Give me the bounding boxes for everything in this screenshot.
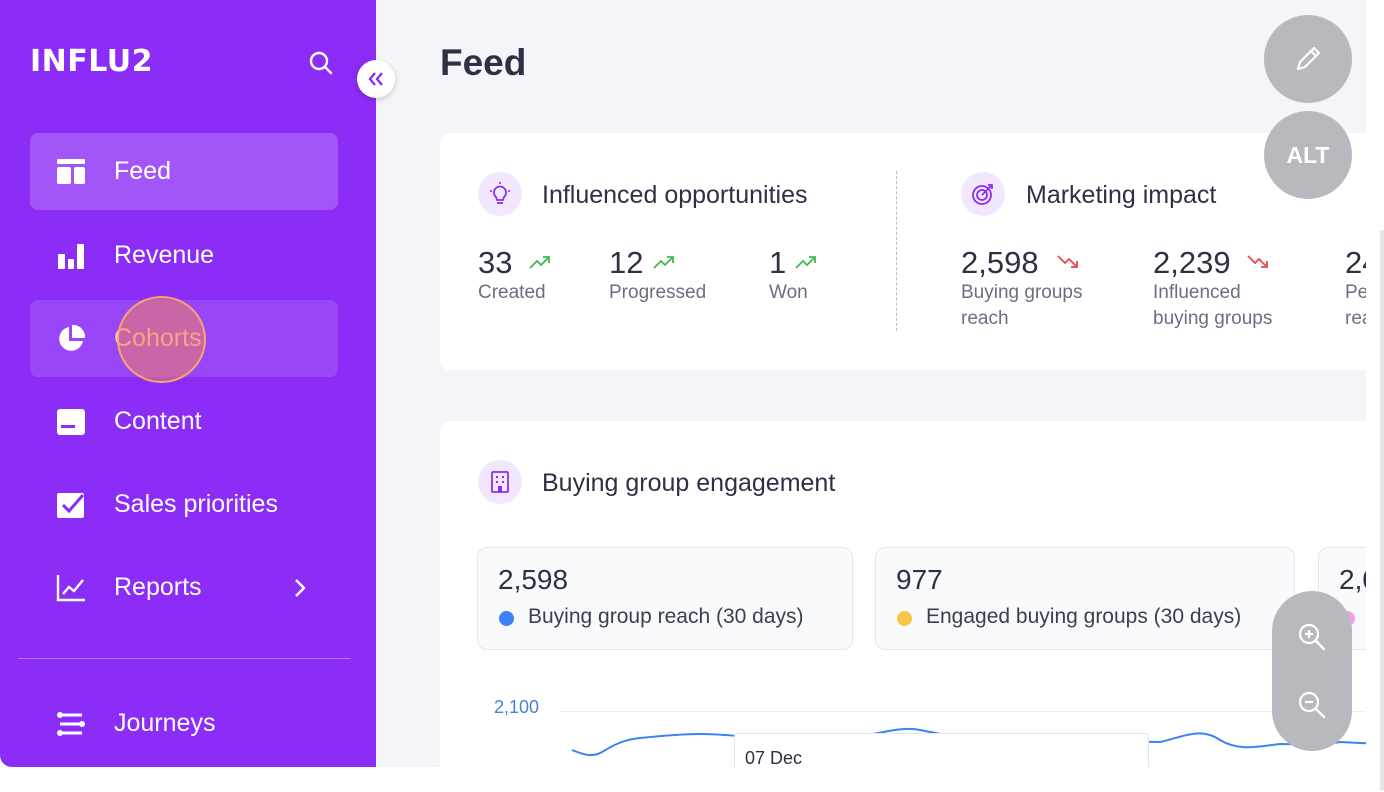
tooltip-date: 07 Dec <box>745 748 803 767</box>
sidebar-item-label: Journeys <box>114 709 216 737</box>
lightbulb-icon <box>478 172 522 216</box>
summary-card: Influenced opportunities 33 Created 12 P… <box>440 133 1366 370</box>
zoom-controls <box>1272 591 1352 751</box>
stat-influenced-bg-value: 2,239 <box>1153 245 1231 280</box>
trend-down-icon <box>1247 255 1268 268</box>
collapse-sidebar-button[interactable] <box>357 60 395 98</box>
stat-influenced-bg-label-2: buying groups <box>1153 308 1273 329</box>
main-content: Feed Influenced opportunities 33 Created… <box>376 0 1366 767</box>
sidebar-item-content[interactable]: Content <box>30 383 338 460</box>
metric-reach-value: 2,598 <box>498 564 569 595</box>
trend-up-icon <box>795 256 816 269</box>
sidebar-item-label: Sales priorities <box>114 490 278 518</box>
line-chart-icon <box>56 575 85 602</box>
metric-third-value: 2,0 <box>1339 564 1366 595</box>
sidebar-item-revenue[interactable]: Revenue <box>30 217 338 294</box>
engagement-title: Buying group engagement <box>542 469 836 497</box>
legend-dot <box>897 611 912 626</box>
stat-third-label-2: rea <box>1345 308 1366 329</box>
marketing-title: Marketing impact <box>1026 181 1217 209</box>
double-chevron-left-icon <box>368 72 383 86</box>
card-divider <box>896 171 897 331</box>
influenced-title: Influenced opportunities <box>542 181 808 209</box>
trend-down-icon <box>1057 255 1078 268</box>
content-icon <box>57 409 85 435</box>
metric-engaged-value: 977 <box>896 564 943 595</box>
metric-engaged[interactable]: 977 Engaged buying groups (30 days) <box>875 547 1295 650</box>
stat-bg-reach-value: 2,598 <box>961 245 1039 280</box>
sidebar-item-feed[interactable]: Feed <box>30 133 338 210</box>
bar-chart-icon <box>58 244 84 269</box>
sidebar-item-cohorts[interactable]: Cohorts <box>30 300 338 377</box>
search-icon[interactable] <box>306 48 336 78</box>
building-icon <box>478 460 522 504</box>
stat-created-label: Created <box>478 282 546 303</box>
engagement-card: Buying group engagement 2,598 Buying gro… <box>440 421 1366 767</box>
y-axis-tick: 2,100 <box>494 697 540 717</box>
alt-button[interactable]: ALT <box>1264 111 1352 199</box>
app-window: INFLU2 Feed Revenue <box>0 0 1366 767</box>
sidebar-item-label: Cohorts <box>114 324 202 352</box>
sidebar-item-sales-priorities[interactable]: Sales priorities <box>30 466 338 543</box>
trend-up-icon <box>653 256 674 269</box>
zoom-out-icon[interactable] <box>1296 689 1328 721</box>
metric-engaged-label: Engaged buying groups (30 days) <box>926 605 1242 628</box>
metric-reach[interactable]: 2,598 Buying group reach (30 days) <box>477 547 853 650</box>
sidebar-divider <box>18 658 351 659</box>
stat-progressed-label: Progressed <box>609 282 707 303</box>
page-scrollbar[interactable] <box>1380 230 1384 790</box>
stat-progressed-value: 12 <box>609 245 644 280</box>
stat-third-value: 24 <box>1345 245 1366 280</box>
sidebar-item-label: Feed <box>114 157 171 185</box>
stat-won-value: 1 <box>769 245 787 280</box>
legend-dot <box>499 611 514 626</box>
chart-tooltip: 07 Dec <box>734 733 1149 767</box>
feed-icon <box>57 159 85 184</box>
sidebar-item-label: Revenue <box>114 241 215 269</box>
stat-won-label: Won <box>769 282 808 303</box>
sidebar-item-label: Reports <box>114 573 202 601</box>
stat-bg-reach-label-2: reach <box>961 308 1009 329</box>
trend-up-icon <box>529 256 550 269</box>
chevron-right-icon[interactable] <box>290 575 310 601</box>
stat-created-value: 33 <box>478 245 513 280</box>
chart-gridline <box>560 711 1366 712</box>
metric-reach-label: Buying group reach (30 days) <box>528 605 804 628</box>
sidebar: INFLU2 Feed Revenue <box>0 0 376 767</box>
stat-influenced-bg-label-1: Influenced <box>1153 282 1241 303</box>
pie-chart-icon <box>59 324 86 351</box>
page-title: Feed <box>440 42 527 83</box>
journeys-icon <box>57 712 85 736</box>
sidebar-item-label: Content <box>114 407 202 435</box>
checkbox-icon <box>57 493 85 518</box>
target-icon <box>961 172 1005 216</box>
sidebar-item-reports[interactable]: Reports <box>30 549 338 626</box>
sidebar-item-journeys[interactable]: Journeys <box>30 685 338 762</box>
zoom-in-icon[interactable] <box>1296 621 1328 653</box>
stat-bg-reach-label-1: Buying groups <box>961 282 1083 303</box>
stat-third-label-1: Pe <box>1345 282 1366 303</box>
pencil-icon <box>1296 46 1321 71</box>
brand-logo[interactable]: INFLU2 <box>30 44 154 79</box>
edit-button[interactable] <box>1264 15 1352 103</box>
